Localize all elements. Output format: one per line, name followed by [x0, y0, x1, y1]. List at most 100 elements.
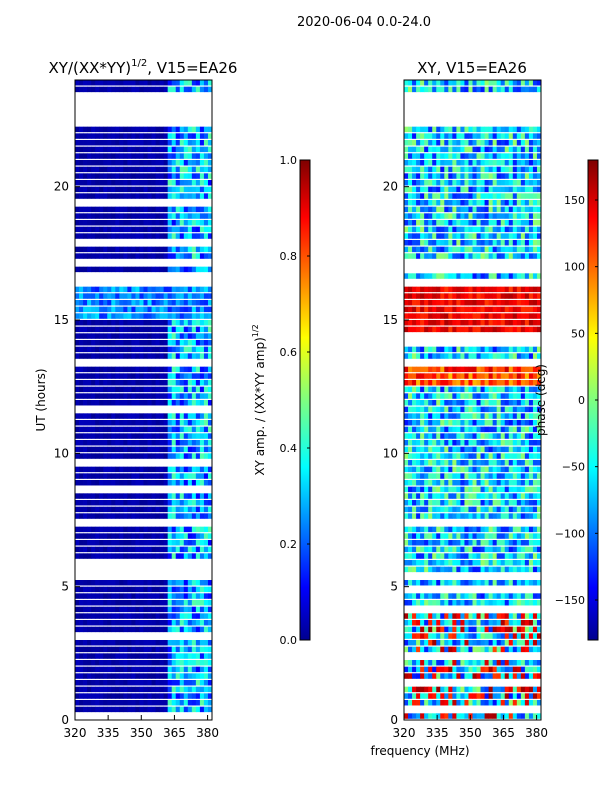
heatmap-cell	[107, 293, 112, 299]
heatmap-cell	[512, 673, 518, 679]
heatmap-cell	[127, 340, 132, 346]
heatmap-cell	[448, 213, 453, 219]
heatmap-cell	[195, 86, 201, 93]
heatmap-cell	[456, 493, 461, 499]
heatmap-cell	[115, 466, 120, 473]
heatmap-cell	[111, 700, 116, 706]
heatmap-cell	[448, 426, 453, 433]
heatmap-cell	[175, 646, 181, 653]
heatmap-cell	[416, 593, 421, 599]
heatmap-cell	[195, 586, 201, 593]
heatmap-cell	[536, 180, 542, 186]
heatmap-cell	[488, 713, 494, 719]
heatmap-cell	[448, 353, 453, 359]
heatmap-cell	[516, 620, 522, 626]
heatmap-cell	[456, 373, 461, 379]
heatmap-cell	[456, 460, 461, 466]
heatmap-cell	[416, 626, 421, 633]
heatmap-cell	[111, 180, 116, 186]
heatmap-cell	[516, 700, 522, 706]
heatmap-cell	[420, 180, 425, 186]
heatmap-cell	[496, 200, 502, 206]
heatmap-cell	[155, 500, 161, 506]
heatmap-cell	[79, 473, 84, 479]
heatmap-cell	[87, 666, 92, 673]
heatmap-cell	[95, 300, 100, 306]
heatmap-cell	[123, 233, 128, 239]
heatmap-cell	[87, 133, 92, 139]
heatmap-cell	[472, 466, 477, 473]
heatmap-cell	[127, 353, 132, 359]
heatmap-cell	[460, 686, 465, 693]
heatmap-cell	[119, 253, 124, 259]
heatmap-cell	[75, 660, 80, 666]
heatmap-cell	[520, 673, 526, 679]
heatmap-cell	[512, 206, 518, 213]
heatmap-cell	[500, 180, 506, 186]
heatmap-cell	[460, 300, 465, 306]
heatmap-cell	[416, 660, 421, 666]
heatmap-cell	[468, 386, 473, 393]
heatmap-cell	[484, 700, 490, 706]
heatmap-cell	[167, 373, 173, 379]
heatmap-cell	[99, 546, 104, 553]
heatmap-cell	[155, 480, 161, 486]
heatmap-cell	[95, 533, 100, 539]
heatmap-cell	[452, 373, 457, 379]
heatmap-cell	[151, 306, 156, 313]
heatmap-cell	[183, 686, 189, 693]
heatmap-cell	[484, 240, 490, 246]
heatmap-cell	[103, 546, 108, 553]
heatmap-cell	[115, 80, 120, 86]
heatmap-cell	[135, 473, 140, 479]
heatmap-cell	[480, 226, 485, 233]
heatmap-cell	[508, 393, 514, 399]
heatmap-cell	[179, 606, 185, 613]
heatmap-cell	[87, 440, 92, 446]
heatmap-cell	[404, 713, 409, 719]
heatmap-cell	[87, 220, 92, 226]
heatmap-cell	[79, 546, 84, 553]
heatmap-cell	[151, 546, 156, 553]
heatmap-cell	[79, 300, 84, 306]
heatmap-cell	[516, 613, 522, 619]
heatmap-cell	[91, 320, 96, 326]
heatmap-cell	[191, 333, 197, 339]
heatmap-cell	[195, 706, 201, 713]
heatmap-cell	[111, 233, 116, 239]
heatmap-cell	[87, 80, 92, 86]
heatmap-cell	[528, 700, 534, 706]
heatmap-cell	[135, 186, 140, 193]
heatmap-cell	[123, 266, 128, 273]
heatmap-cell	[472, 206, 477, 213]
heatmap-cell	[412, 460, 417, 466]
heatmap-cell	[171, 386, 177, 393]
heatmap-cell	[91, 326, 96, 333]
heatmap-cell	[504, 526, 510, 533]
heatmap-cell	[207, 646, 213, 653]
heatmap-cell	[207, 426, 213, 433]
heatmap-cell	[151, 426, 156, 433]
heatmap-cell	[175, 346, 181, 353]
heatmap-cell	[83, 600, 88, 606]
heatmap-cell	[119, 513, 124, 519]
heatmap-cell	[131, 293, 136, 299]
heatmap-cell	[127, 613, 132, 619]
heatmap-cell	[131, 426, 136, 433]
heatmap-cell	[207, 133, 213, 139]
heatmap-cell	[195, 300, 201, 306]
heatmap-cell	[183, 126, 189, 133]
heatmap-cell	[127, 420, 132, 426]
heatmap-cell	[139, 640, 144, 646]
heatmap-cell	[187, 353, 193, 359]
heatmap-cell	[472, 580, 477, 586]
heatmap-cell	[500, 526, 506, 533]
heatmap-cell	[432, 366, 437, 373]
heatmap-cell	[444, 420, 449, 426]
heatmap-cell	[524, 513, 530, 519]
heatmap-cell	[456, 600, 461, 606]
heatmap-cell	[424, 480, 429, 486]
heatmap-cell	[191, 313, 197, 319]
heatmap-cell	[195, 126, 201, 133]
heatmap-cell	[492, 226, 498, 233]
